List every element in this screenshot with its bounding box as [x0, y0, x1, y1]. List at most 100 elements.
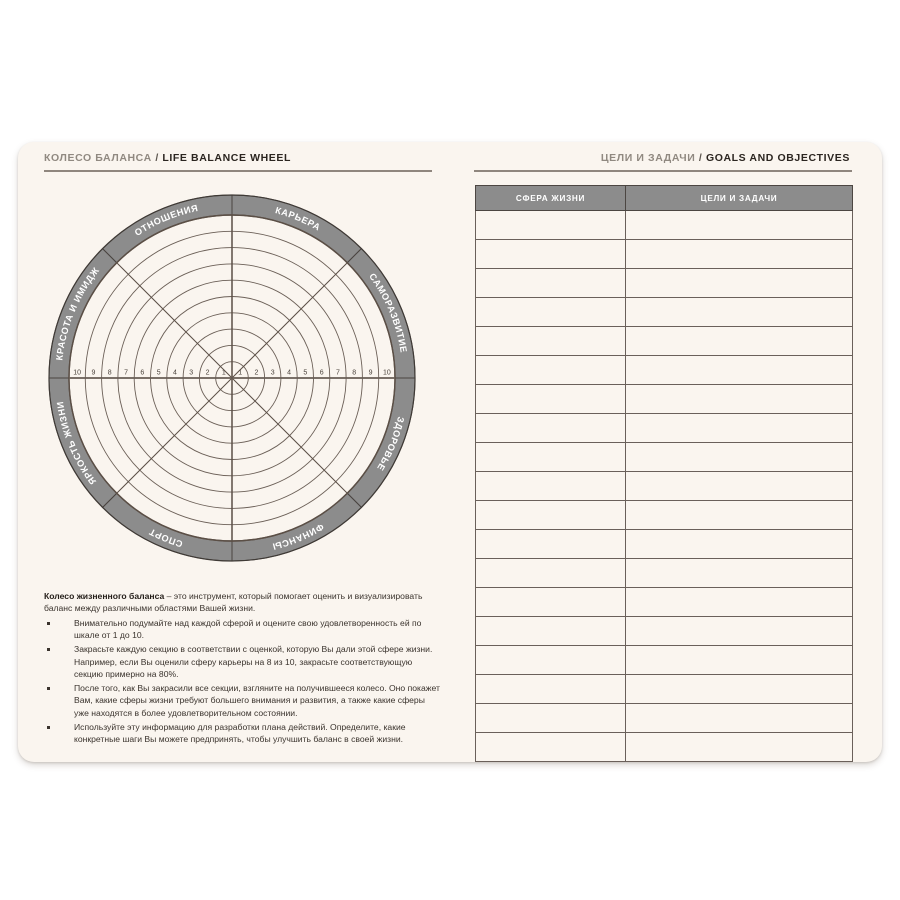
cell-goals[interactable] [625, 210, 853, 240]
table-row[interactable] [475, 645, 853, 675]
instruction-bullet: После того, как Вы закрасили все секции,… [44, 682, 440, 719]
table-body [475, 210, 853, 762]
cell-sphere[interactable] [475, 645, 626, 675]
scale-number: 1 [222, 370, 226, 377]
cell-goals[interactable] [625, 558, 853, 588]
scale-number: 3 [189, 370, 193, 377]
cell-goals[interactable] [625, 442, 853, 472]
cell-goals[interactable] [625, 674, 853, 704]
cell-sphere[interactable] [475, 413, 626, 443]
scale-number: 4 [287, 370, 291, 377]
section-title-right-ru: ЦЕЛИ И ЗАДАЧИ [600, 152, 696, 164]
table-row[interactable] [475, 732, 853, 762]
instructions-block: Колесо жизненного баланса – это инструме… [44, 590, 440, 747]
cell-sphere[interactable] [475, 239, 626, 269]
table-row[interactable] [475, 529, 853, 559]
scale-number: 8 [352, 370, 356, 377]
section-title-right-sep: / [695, 152, 706, 164]
table-row[interactable] [475, 587, 853, 617]
scale-number: 2 [254, 370, 258, 377]
instructions-bullets: Внимательно подумайте над каждой сферой … [44, 617, 440, 746]
table-row[interactable] [475, 268, 853, 298]
cell-sphere[interactable] [475, 210, 626, 240]
table-row[interactable] [475, 239, 853, 269]
section-title-right: ЦЕЛИ И ЗАДАЧИ / GOALS AND OBJECTIVES [601, 152, 850, 164]
scale-number: 10 [383, 370, 391, 377]
table-row[interactable] [475, 210, 853, 240]
table-row[interactable] [475, 616, 853, 646]
section-title-left: КОЛЕСО БАЛАНСА / LIFE BALANCE WHEEL [44, 152, 291, 164]
scale-number: 5 [303, 370, 307, 377]
table-row[interactable] [475, 326, 853, 356]
cell-goals[interactable] [625, 297, 853, 327]
instruction-bullet: Используйте эту информацию для разработк… [44, 721, 440, 746]
table-header-row: СФЕРА ЖИЗНИ ЦЕЛИ И ЗАДАЧИ [475, 185, 853, 211]
cell-sphere[interactable] [475, 326, 626, 356]
table-row[interactable] [475, 413, 853, 443]
section-title-right-en: GOALS AND OBJECTIVES [705, 152, 850, 164]
cell-goals[interactable] [625, 500, 853, 530]
cell-goals[interactable] [625, 355, 853, 385]
section-title-left-en: LIFE BALANCE WHEEL [162, 152, 291, 164]
section-title-left-sep: / [151, 152, 163, 164]
cell-sphere[interactable] [475, 616, 626, 646]
cell-sphere[interactable] [475, 268, 626, 298]
scale-number: 7 [124, 370, 128, 377]
scale-number: 5 [157, 370, 161, 377]
life-balance-wheel[interactable]: 10 9 8 7 6 5 4 3 2 1 1 2 3 4 5 6 7 8 9 10КАРЬЕРАСАМОРАЗВИТИ… [45, 191, 419, 565]
cell-sphere[interactable] [475, 732, 626, 762]
table-row[interactable] [475, 384, 853, 414]
section-title-left-ru: КОЛЕСО БАЛАНСА [44, 152, 152, 164]
cell-sphere[interactable] [475, 529, 626, 559]
instructions-lead-rest: – это инструмент, который помогает оцени… [44, 591, 423, 614]
scale-number: 6 [140, 370, 144, 377]
scale-number: 4 [173, 370, 177, 377]
instruction-bullet: Закрасьте каждую секцию в соответствии с… [44, 643, 440, 680]
scale-number: 1 [238, 370, 242, 377]
cell-goals[interactable] [625, 239, 853, 269]
scale-number: 3 [271, 370, 275, 377]
cell-sphere[interactable] [475, 558, 626, 588]
table-row[interactable] [475, 471, 853, 501]
cell-goals[interactable] [625, 645, 853, 675]
scale-number: 8 [108, 370, 112, 377]
cell-sphere[interactable] [475, 297, 626, 327]
cell-goals[interactable] [625, 413, 853, 443]
table-row[interactable] [475, 442, 853, 472]
cell-sphere[interactable] [475, 471, 626, 501]
scale-number: 7 [336, 370, 340, 377]
cell-goals[interactable] [625, 732, 853, 762]
cell-goals[interactable] [625, 587, 853, 617]
cell-sphere[interactable] [475, 674, 626, 704]
table-row[interactable] [475, 500, 853, 530]
cell-sphere[interactable] [475, 587, 626, 617]
table-row[interactable] [475, 674, 853, 704]
table-row[interactable] [475, 558, 853, 588]
scale-number: 2 [206, 370, 210, 377]
scale-number: 10 [73, 370, 81, 377]
cell-goals[interactable] [625, 268, 853, 298]
scale-number: 9 [369, 370, 373, 377]
table-col-header-goals: ЦЕЛИ И ЗАДАЧИ [625, 185, 853, 211]
table-row[interactable] [475, 703, 853, 733]
cell-goals[interactable] [625, 703, 853, 733]
instructions-lead: Колесо жизненного баланса – это инструме… [44, 590, 440, 615]
scale-number: 6 [320, 370, 324, 377]
cell-sphere[interactable] [475, 703, 626, 733]
table-row[interactable] [475, 297, 853, 327]
cell-goals[interactable] [625, 384, 853, 414]
cell-goals[interactable] [625, 326, 853, 356]
cell-goals[interactable] [625, 616, 853, 646]
goals-table[interactable]: СФЕРА ЖИЗНИ ЦЕЛИ И ЗАДАЧИ [475, 185, 853, 762]
cell-sphere[interactable] [475, 384, 626, 414]
cell-sphere[interactable] [475, 442, 626, 472]
scale-number: 9 [91, 370, 95, 377]
cell-goals[interactable] [625, 529, 853, 559]
instructions-lead-bold: Колесо жизненного баланса [44, 591, 165, 601]
table-row[interactable] [475, 355, 853, 385]
divider-right [474, 170, 852, 172]
cell-goals[interactable] [625, 471, 853, 501]
cell-sphere[interactable] [475, 355, 626, 385]
cell-sphere[interactable] [475, 500, 626, 530]
